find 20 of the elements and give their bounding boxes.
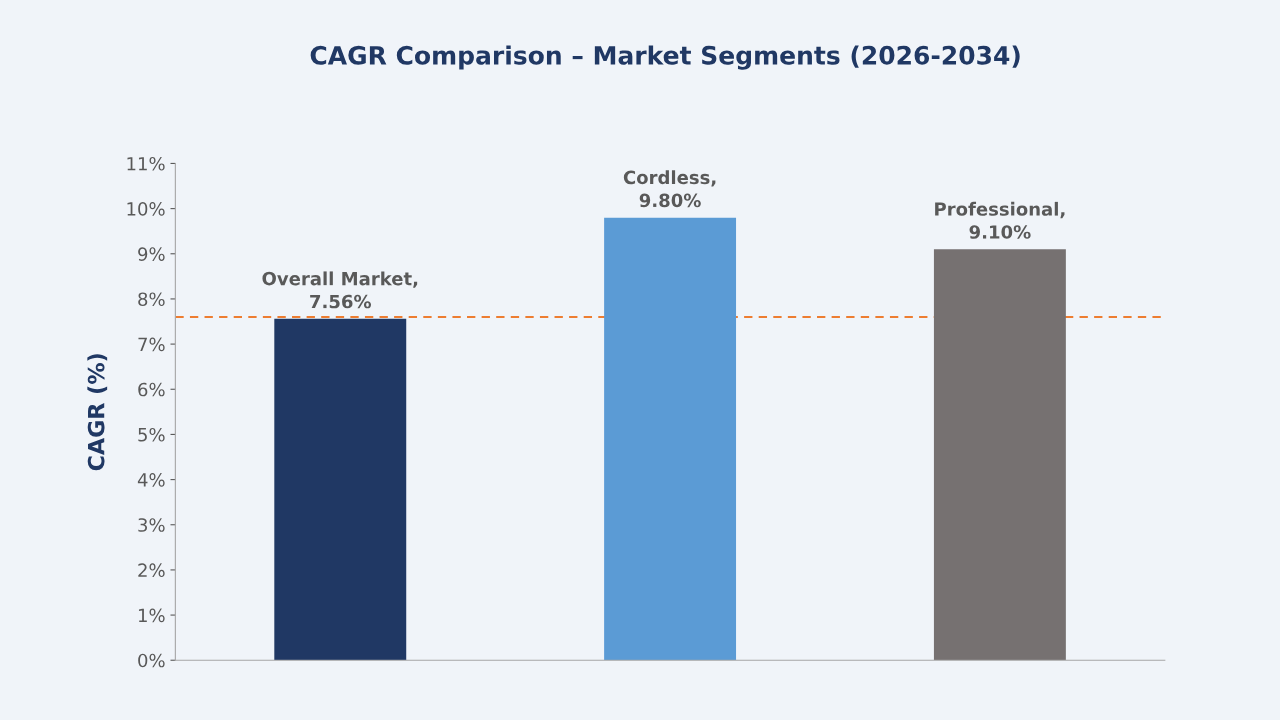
y-axis-title: CAGR (%) [87,354,108,471]
y-tick-label: 5% [138,427,165,442]
y-tick-label: 6% [138,382,165,397]
data-label: Overall Market, 7.56% [262,271,418,309]
chart-title: CAGR Comparison – Market Segments (2026-2034) [310,45,1020,70]
bar [604,217,737,661]
data-label: Professional, 9.10% [935,201,1065,239]
y-tick-label: 11% [127,156,165,171]
y-tick-label: 7% [138,337,165,352]
y-tick-label: 0% [138,653,165,668]
y-tick-label: 4% [137,473,165,487]
y-tick-label: 8% [138,292,165,307]
y-tick-label: 1% [138,608,165,623]
y-tick-label: 10% [127,202,165,216]
y-tick-label: 2% [138,563,165,578]
bar [274,318,407,661]
y-tick-label: 9% [138,247,165,261]
data-label: Cordless, 9.80% [623,170,716,208]
y-tick-label: 3% [138,518,165,532]
bar [933,249,1066,661]
